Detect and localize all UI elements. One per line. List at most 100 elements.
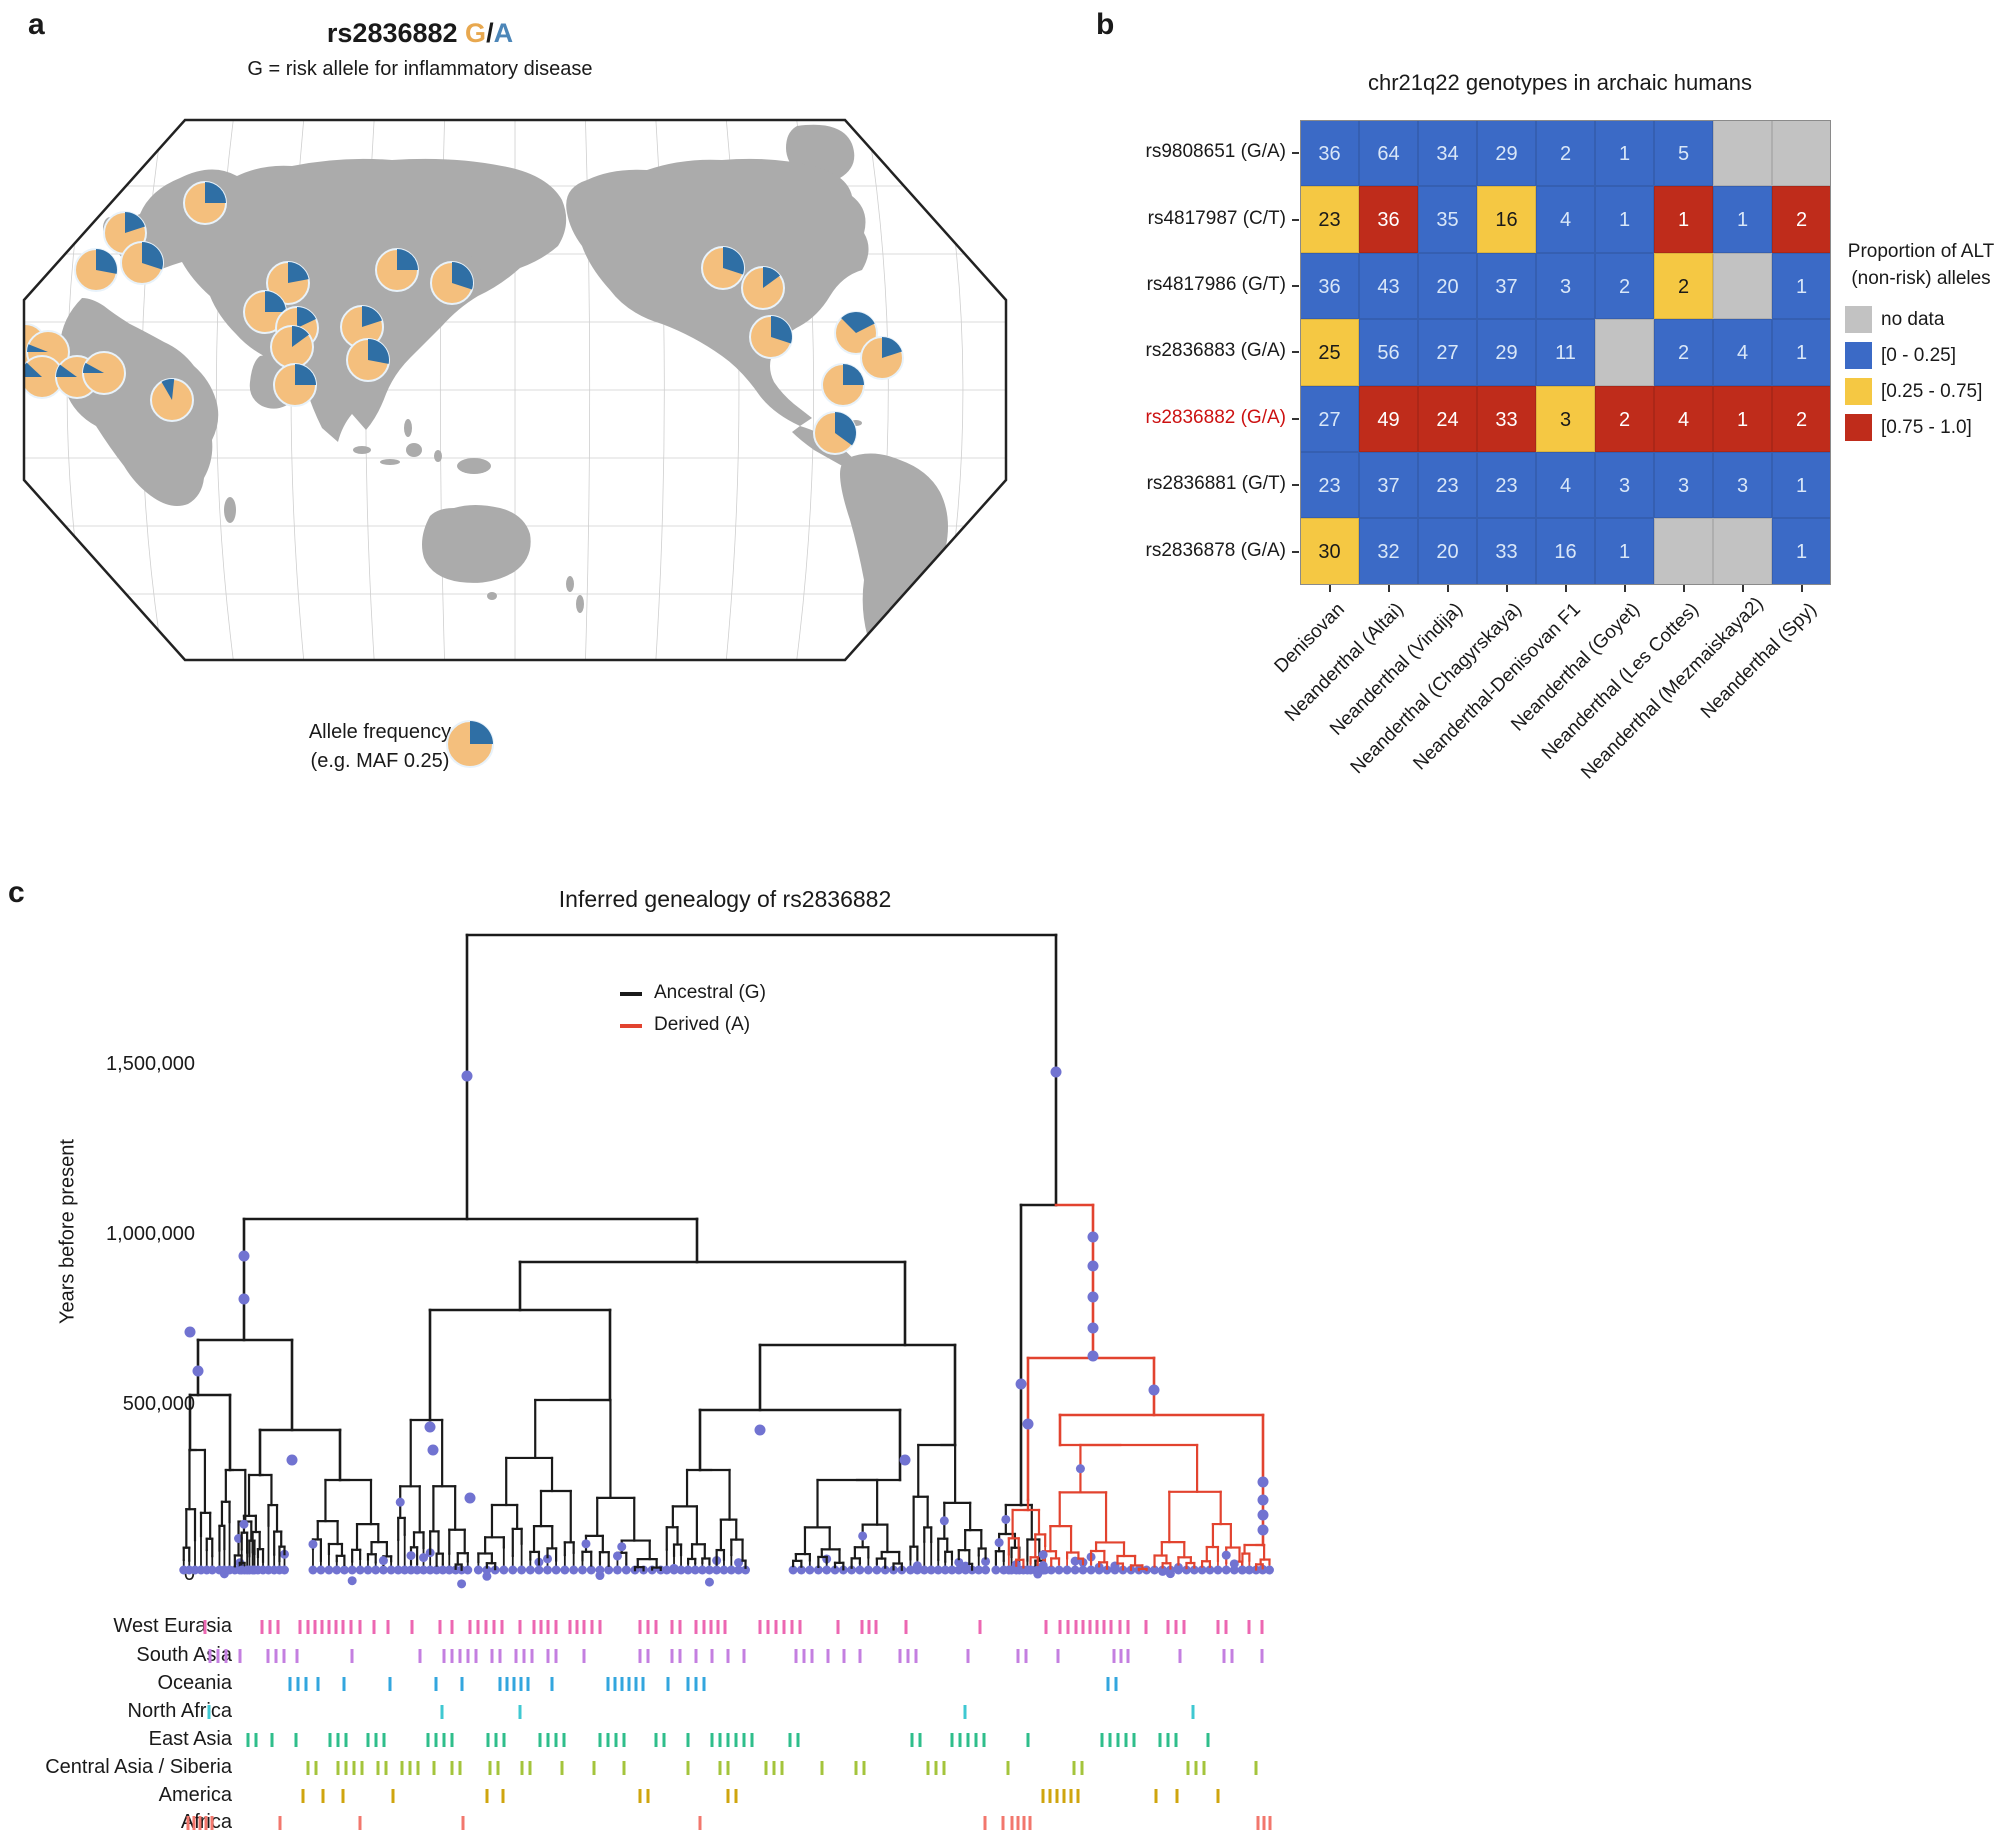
heatmap-cell: 23 bbox=[1300, 452, 1359, 519]
allele-pie bbox=[749, 315, 793, 359]
allele-pie bbox=[82, 351, 126, 395]
mutation-dot bbox=[974, 1565, 984, 1575]
mutation-dot bbox=[438, 1565, 448, 1575]
population-tick bbox=[336, 1733, 340, 1747]
population-tick bbox=[1216, 1620, 1220, 1634]
heatmap-cell: 2 bbox=[1595, 252, 1654, 320]
mutation-dot bbox=[525, 1565, 535, 1575]
mutation-dot bbox=[464, 1492, 476, 1504]
continent-eurasia bbox=[114, 158, 567, 442]
mutation-dot bbox=[1054, 1565, 1064, 1575]
population-tick bbox=[388, 1677, 392, 1691]
population-tick bbox=[296, 1677, 300, 1691]
population-tick bbox=[304, 1677, 308, 1691]
population-tick bbox=[1062, 1789, 1066, 1803]
heatmap-cell: 36 bbox=[1359, 186, 1418, 253]
panel-letter-c: c bbox=[8, 876, 25, 909]
population-tick bbox=[1174, 1733, 1178, 1747]
population-tick bbox=[400, 1761, 404, 1775]
heatmap-cell: 3 bbox=[1654, 452, 1713, 519]
population-tick bbox=[978, 1620, 982, 1634]
heatmap-col-tick bbox=[1623, 584, 1626, 592]
population-tick bbox=[1119, 1649, 1123, 1663]
panel-a-title-slash: / bbox=[486, 18, 494, 48]
heatmap-cell bbox=[1713, 518, 1772, 585]
population-tick bbox=[342, 1677, 346, 1691]
mutation-dot bbox=[560, 1565, 570, 1575]
population-tick bbox=[963, 1705, 967, 1719]
pie-minor-allele-wedge bbox=[723, 247, 744, 275]
population-tick bbox=[694, 1677, 698, 1691]
mutation-dot bbox=[386, 1565, 396, 1575]
heatmap-col-tick bbox=[1387, 584, 1390, 592]
population-tick bbox=[384, 1761, 388, 1775]
heatmap-cell: 20 bbox=[1418, 252, 1477, 320]
mutation-dot bbox=[612, 1551, 622, 1561]
mutation-dot bbox=[482, 1565, 492, 1575]
heatmap-cell: 1 bbox=[1772, 319, 1831, 386]
population-tick bbox=[492, 1620, 496, 1634]
mutation-dot bbox=[543, 1554, 553, 1564]
pie-minor-allele-wedge bbox=[27, 344, 48, 352]
population-tick bbox=[426, 1733, 430, 1747]
allele-pie bbox=[120, 241, 164, 285]
mutation-dot bbox=[991, 1565, 1001, 1575]
mutation-dot bbox=[1257, 1509, 1269, 1521]
mutation-dot bbox=[1181, 1565, 1191, 1575]
mutation-dot bbox=[324, 1565, 334, 1575]
island-java bbox=[380, 459, 400, 465]
population-tick bbox=[1022, 1816, 1026, 1830]
population-tick bbox=[358, 1816, 362, 1830]
mutation-dot bbox=[933, 1565, 943, 1575]
population-tick bbox=[590, 1620, 594, 1634]
mutation-dot bbox=[432, 1565, 442, 1575]
population-tick bbox=[646, 1620, 650, 1634]
mutation-dot bbox=[1062, 1565, 1072, 1575]
population-tick bbox=[562, 1733, 566, 1747]
mutation-dot bbox=[1150, 1565, 1160, 1575]
population-tick bbox=[662, 1733, 666, 1747]
population-tick bbox=[958, 1733, 962, 1747]
heatmap-cell: 1 bbox=[1772, 452, 1831, 519]
mutation-dot bbox=[981, 1556, 991, 1566]
population-tick bbox=[718, 1761, 722, 1775]
heatmap-legend-swatch bbox=[1845, 306, 1872, 333]
population-tick bbox=[1202, 1761, 1206, 1775]
population-tick bbox=[622, 1761, 626, 1775]
population-tick bbox=[334, 1620, 338, 1634]
heatmap-cell: 32 bbox=[1359, 518, 1418, 585]
heatmap-cell: 37 bbox=[1359, 452, 1418, 519]
allele-pie bbox=[24, 355, 64, 399]
mutation-dot bbox=[1264, 1565, 1274, 1575]
population-tick bbox=[458, 1649, 462, 1663]
population-tick bbox=[598, 1733, 602, 1747]
mutation-dot bbox=[621, 1565, 631, 1575]
heatmap-cell: 35 bbox=[1418, 186, 1477, 253]
mutation-dot bbox=[880, 1565, 890, 1575]
mutation-dot bbox=[899, 1454, 911, 1466]
population-tick bbox=[440, 1705, 444, 1719]
heatmap-cell bbox=[1713, 252, 1772, 320]
population-tick bbox=[836, 1620, 840, 1634]
heatmap-legend-label: [0.75 - 1.0] bbox=[1881, 417, 1972, 438]
population-tick bbox=[461, 1816, 465, 1830]
population-tick bbox=[1016, 1649, 1020, 1663]
allele-pie bbox=[183, 181, 227, 225]
population-tick bbox=[1154, 1789, 1158, 1803]
allele-pie bbox=[860, 336, 904, 380]
population-tick bbox=[1260, 1620, 1264, 1634]
continent-south-america bbox=[840, 453, 948, 649]
heatmap-legend-title-line1: Proportion of ALT bbox=[1847, 241, 1995, 262]
heatmap-col-tick bbox=[1800, 584, 1803, 592]
mutation-dot bbox=[184, 1326, 196, 1338]
mutation-dot bbox=[1087, 1231, 1099, 1243]
population-tick bbox=[820, 1761, 824, 1775]
pie-minor-allele-wedge bbox=[297, 307, 317, 328]
population-tick bbox=[686, 1733, 690, 1747]
mutation-dot bbox=[734, 1565, 744, 1575]
mutation-dot bbox=[1257, 1476, 1269, 1488]
pie-minor-allele-wedge bbox=[161, 379, 175, 400]
mutation-dot bbox=[830, 1565, 840, 1575]
population-tick bbox=[1116, 1733, 1120, 1747]
pie-minor-allele-wedge bbox=[368, 339, 389, 364]
